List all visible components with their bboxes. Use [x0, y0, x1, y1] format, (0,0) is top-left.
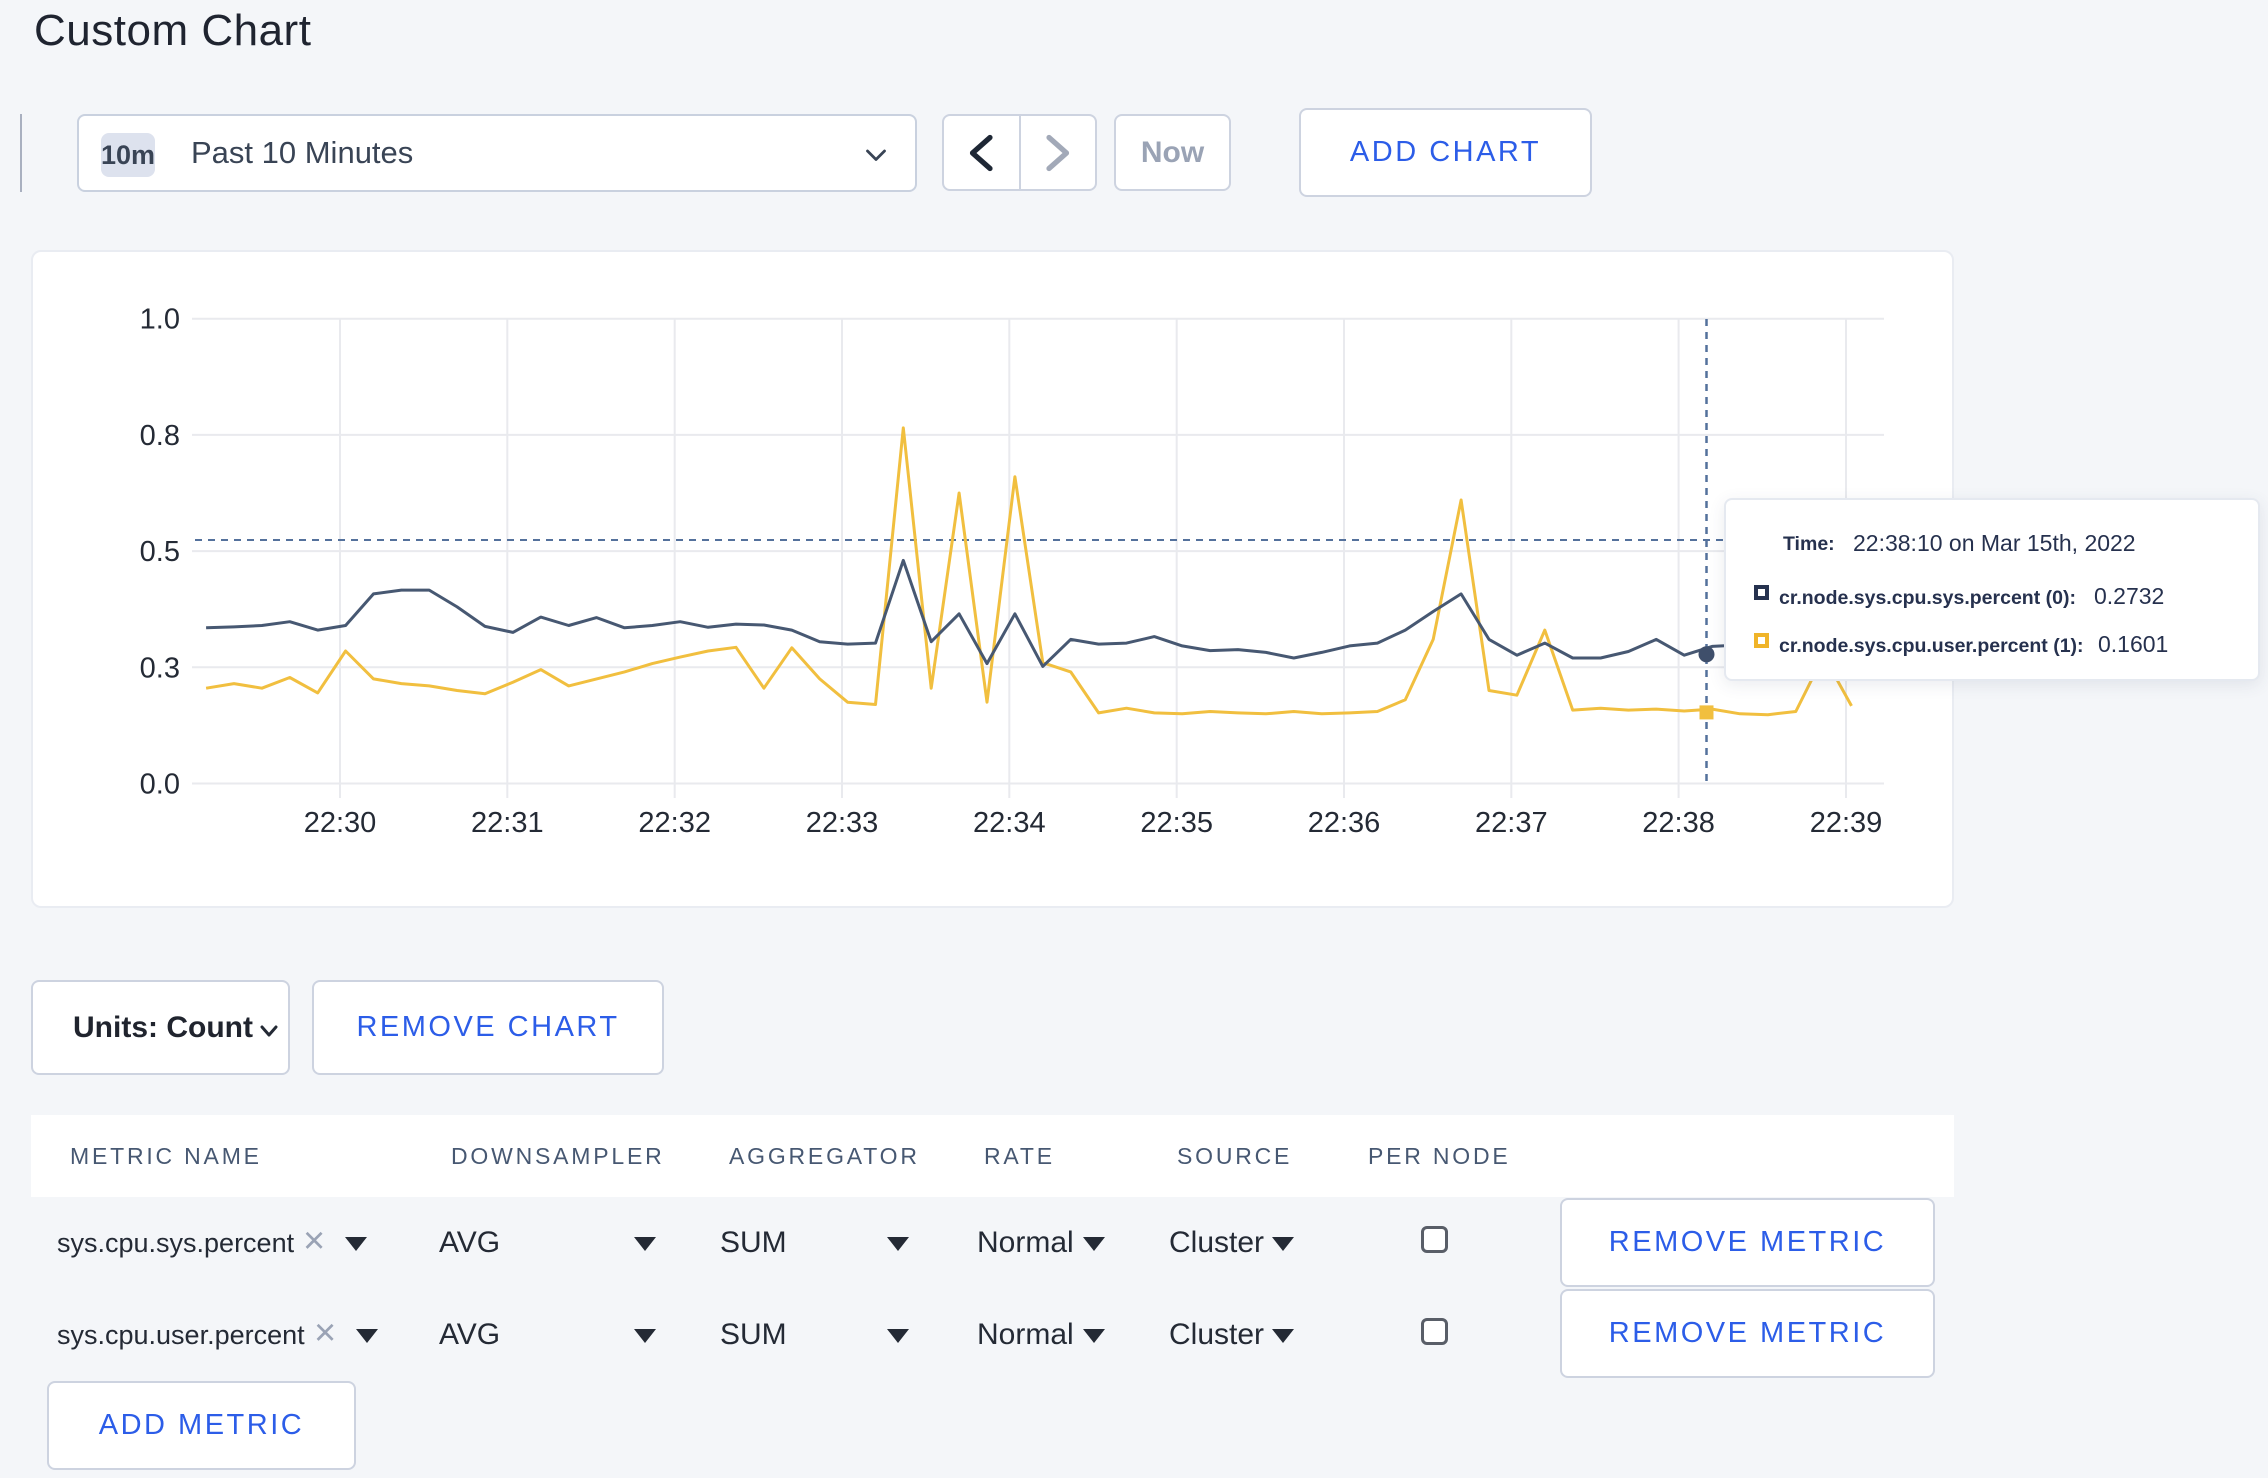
svg-text:0.0: 0.0	[140, 769, 180, 801]
svg-text:0.3: 0.3	[140, 652, 180, 684]
svg-text:22:38: 22:38	[1642, 807, 1715, 839]
svg-text:22:34: 22:34	[973, 807, 1046, 839]
svg-text:22:39: 22:39	[1810, 807, 1883, 839]
svg-text:1.0: 1.0	[140, 304, 180, 336]
svg-text:22:33: 22:33	[806, 807, 879, 839]
svg-text:22:30: 22:30	[304, 807, 377, 839]
svg-text:0.5: 0.5	[140, 536, 180, 568]
svg-text:22:32: 22:32	[638, 807, 711, 839]
svg-text:22:35: 22:35	[1140, 807, 1213, 839]
svg-text:0.8: 0.8	[140, 420, 180, 452]
svg-text:22:37: 22:37	[1475, 807, 1548, 839]
svg-text:22:31: 22:31	[471, 807, 544, 839]
svg-text:22:36: 22:36	[1308, 807, 1381, 839]
